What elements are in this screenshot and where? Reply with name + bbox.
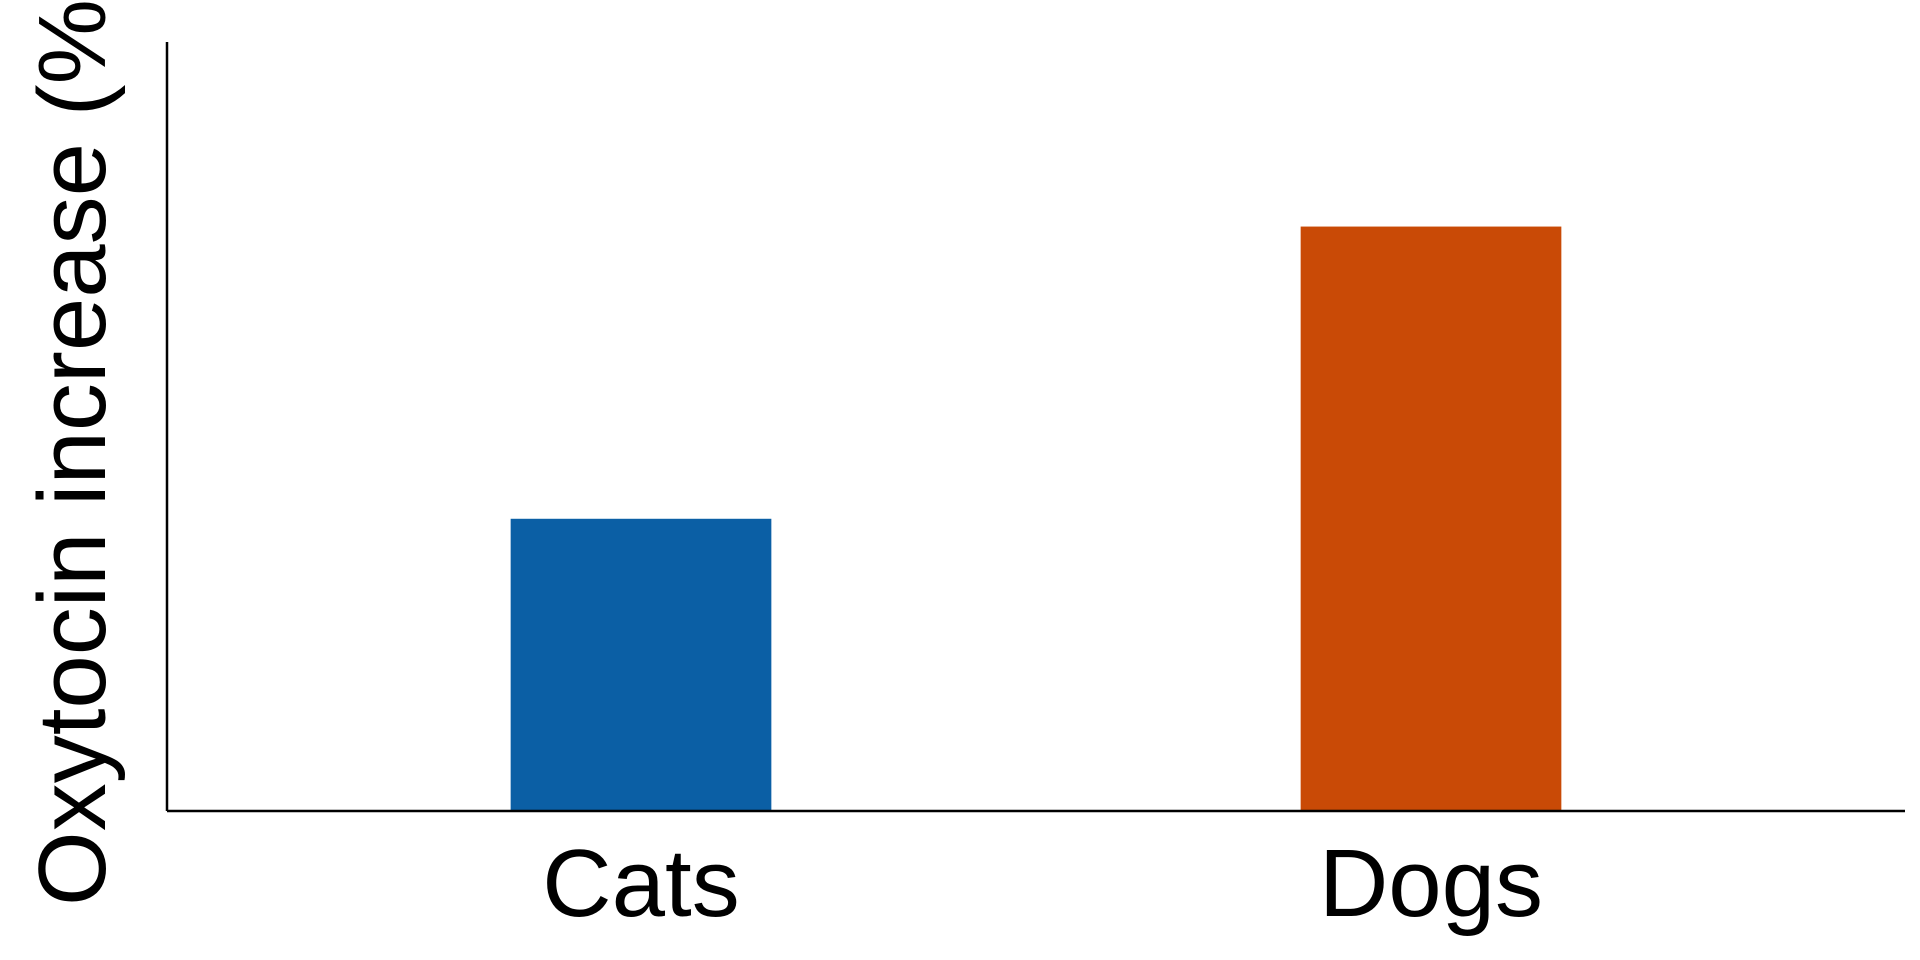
bar-cats [510, 518, 772, 811]
bar-dogs [1300, 226, 1562, 811]
bars-group [510, 226, 1562, 811]
x-tick-label-dogs: Dogs [1319, 830, 1543, 937]
x-tick-label-cats: Cats [542, 830, 739, 937]
x-tick-labels: Cats Dogs [542, 830, 1543, 937]
y-axis-title: Oxytocin increase (%) [19, 0, 126, 906]
